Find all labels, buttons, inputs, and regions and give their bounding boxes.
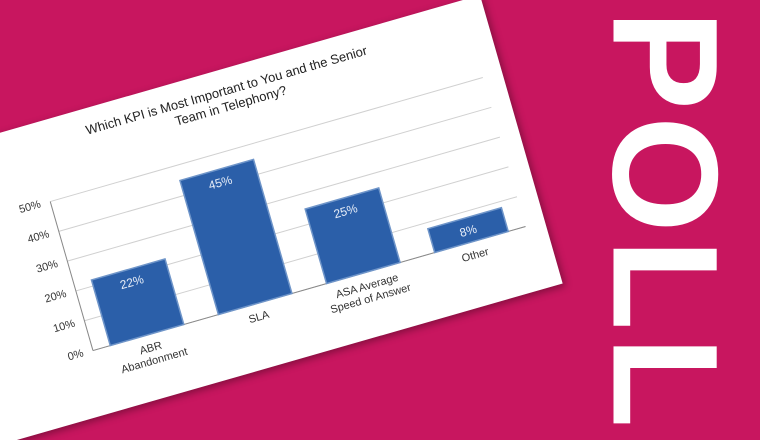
y-tick-label: 10%	[52, 318, 77, 336]
value-label: 8%	[458, 222, 479, 240]
grid-line	[58, 106, 492, 232]
y-tick-label: 30%	[35, 258, 60, 276]
bar	[426, 206, 510, 254]
bar	[179, 158, 293, 316]
value-label: 22%	[118, 272, 145, 292]
value-label: 45%	[207, 172, 234, 192]
bar	[304, 187, 402, 285]
grid-line	[50, 77, 483, 203]
chart: 0% 10% 20% 30% 40% 50% 22% 45% 25% 8%	[18, 77, 526, 363]
poll-banner: POLL	[581, 10, 750, 434]
y-tick-label: 0%	[66, 347, 85, 363]
bar	[90, 258, 185, 347]
y-tick-label: 40%	[26, 228, 51, 246]
y-axis	[49, 201, 94, 351]
value-label: 25%	[332, 201, 359, 221]
y-tick-label: 20%	[43, 288, 68, 306]
y-tick-label: 50%	[18, 198, 43, 216]
grid-line	[67, 136, 501, 262]
chart-card: 0% 10% 20% 30% 40% 50% 22% 45% 25% 8% Which KPI i…	[0, 0, 563, 440]
